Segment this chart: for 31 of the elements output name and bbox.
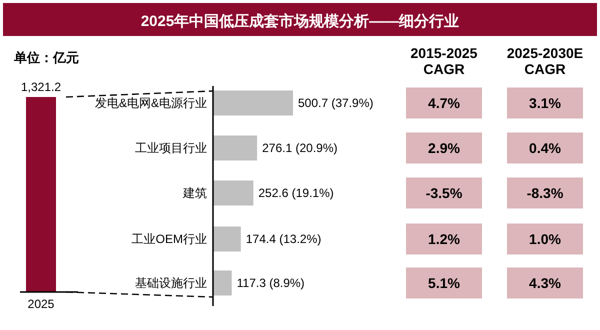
data-label: 174.4 (13.2%) bbox=[246, 232, 322, 246]
bar bbox=[213, 270, 232, 296]
text: 1.2% bbox=[428, 231, 460, 247]
category-label: 2025-2030E CAGR bbox=[506, 45, 584, 77]
bar bbox=[213, 226, 241, 252]
bar bbox=[213, 136, 258, 160]
category-label: 2015-2025 CAGR bbox=[410, 45, 478, 77]
chart-title: 2025年中国低压成套市场规模分析——细分行业 bbox=[140, 12, 460, 30]
data-label: 500.7 (37.9%) bbox=[298, 96, 374, 110]
bar bbox=[213, 90, 293, 116]
text: 2.9% bbox=[428, 140, 460, 156]
text: 0.4% bbox=[529, 140, 562, 156]
chart-subtitle: 单位：亿元 bbox=[13, 50, 79, 65]
data-label: 252.6 (19.1%) bbox=[258, 186, 334, 200]
y-tick-label: 基础设施行业 bbox=[135, 276, 207, 290]
data-label: 276.1 (20.9%) bbox=[262, 141, 338, 155]
text: 1.0% bbox=[529, 231, 562, 247]
text: -8.3% bbox=[526, 185, 564, 201]
text: 3.1% bbox=[529, 95, 562, 111]
text: -3.5% bbox=[426, 185, 463, 201]
bar bbox=[213, 180, 254, 206]
text: 5.1% bbox=[428, 275, 460, 291]
text: 4.3% bbox=[529, 275, 562, 291]
y-tick-label: 工业OEM行业 bbox=[132, 232, 207, 246]
data-label: 117.3 (8.9%) bbox=[236, 276, 305, 290]
data-label: 1,321.2 bbox=[20, 80, 62, 94]
x-tick-label: 2025 bbox=[28, 297, 55, 311]
text: 4.7% bbox=[428, 95, 460, 111]
y-tick-label: 工业项目行业 bbox=[135, 141, 207, 155]
y-tick-label: 建筑 bbox=[182, 186, 207, 200]
y-tick-label: 发电&电网&电源行业 bbox=[94, 96, 207, 110]
